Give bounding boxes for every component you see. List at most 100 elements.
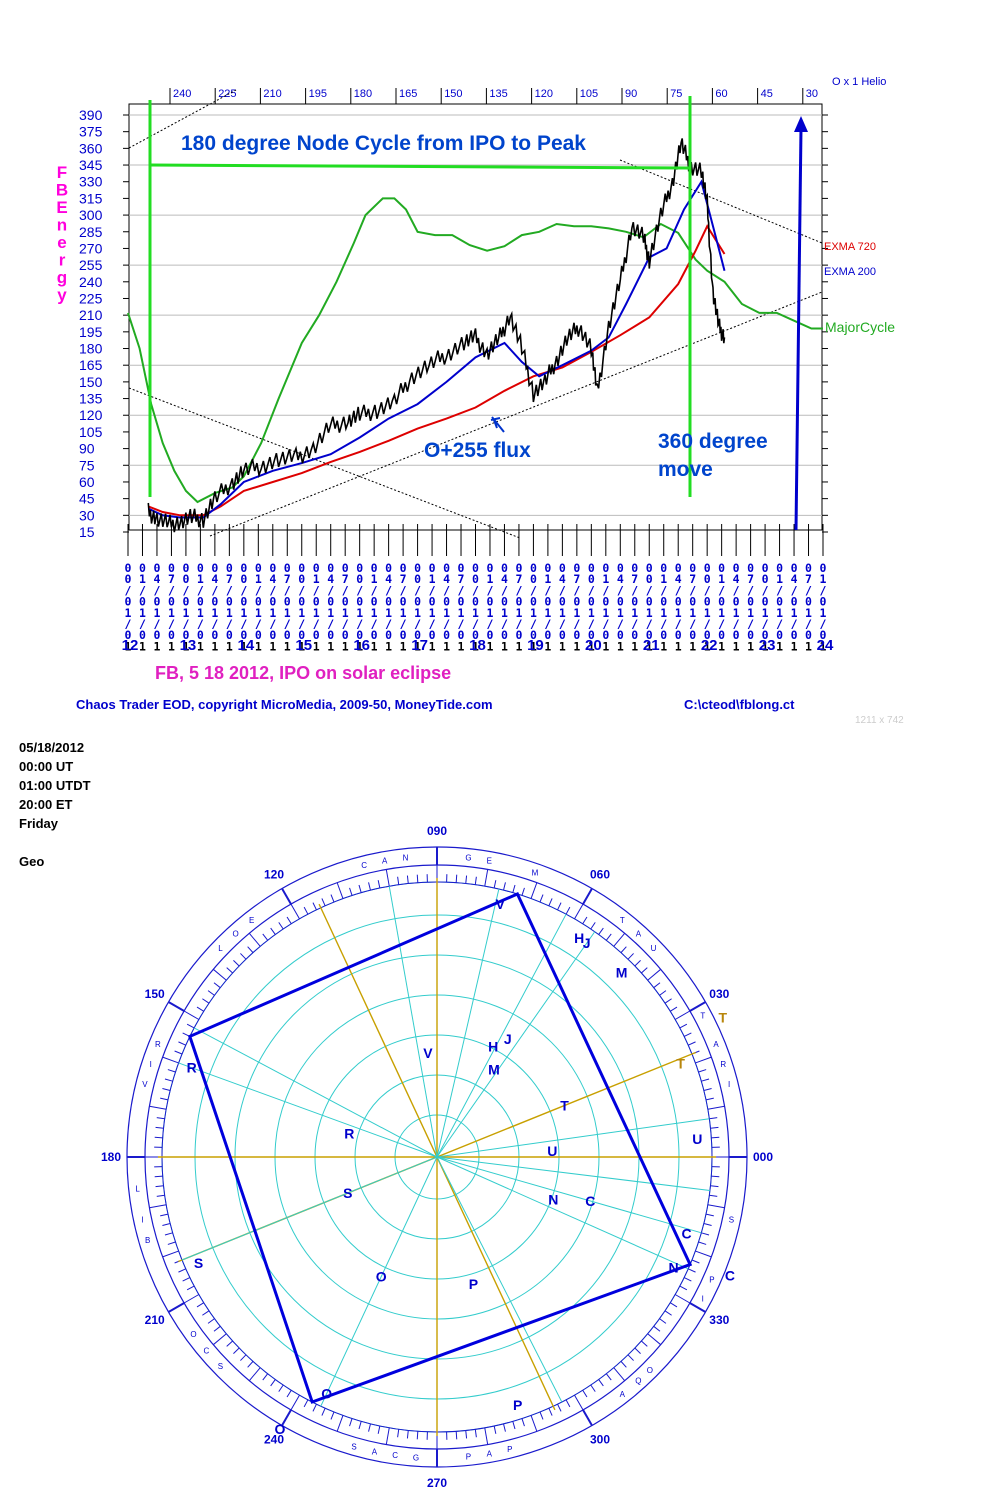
degree-tick xyxy=(149,1105,167,1110)
x-tick-digit: 7 xyxy=(226,572,233,586)
degree-tick xyxy=(688,1268,696,1273)
sign-letter: Q xyxy=(635,1377,641,1386)
sign-letter: O xyxy=(190,1330,196,1339)
degree-tick xyxy=(669,1006,678,1012)
x-tick-digit: / xyxy=(733,617,740,631)
top-tick-label: 120 xyxy=(535,88,553,100)
x-year-label: 12 xyxy=(122,637,139,654)
y-tick-label: 135 xyxy=(79,391,103,407)
outer-body-v: V xyxy=(495,896,505,912)
x-tick-digit: / xyxy=(776,583,783,597)
degree-tick xyxy=(183,1010,200,1020)
x-tick-digit: 0 xyxy=(646,595,653,609)
x-tick-digit: 0 xyxy=(153,561,160,575)
x-tick-digit: / xyxy=(458,617,465,631)
x-tick-digit: 0 xyxy=(689,628,696,642)
x-year-label: 23 xyxy=(759,637,776,654)
x-tick-digit: 1 xyxy=(385,606,392,620)
inner-body-t: T xyxy=(560,1097,569,1113)
x-tick-digit: 0 xyxy=(255,561,262,575)
inner-body-c: C xyxy=(585,1193,595,1209)
x-tick-digit: 0 xyxy=(458,561,465,575)
geo-info-block: 05/18/2012 00:00 UT 01:00 UTDT 20:00 ET … xyxy=(19,738,91,871)
x-tick-digit: / xyxy=(182,617,189,631)
x-tick-digit: 1 xyxy=(400,639,407,653)
sign-divider xyxy=(168,1001,185,1012)
degree-tick xyxy=(679,1285,688,1291)
degree-tick xyxy=(278,922,284,930)
degree-tick xyxy=(202,998,210,1004)
x-tick-digit: / xyxy=(617,583,624,597)
x-tick-digit: 0 xyxy=(327,561,334,575)
x-tick-digit: 0 xyxy=(284,561,291,575)
x-tick-digit: / xyxy=(182,583,189,597)
x-tick-digit: 1 xyxy=(298,606,305,620)
degree-tick xyxy=(202,1310,210,1316)
x-tick-digit: 1 xyxy=(342,606,349,620)
x-tick-digit: 1 xyxy=(284,606,291,620)
degree-tick xyxy=(212,968,227,981)
x-tick-digit: 1 xyxy=(327,639,334,653)
degree-tick xyxy=(416,874,419,883)
x-tick-digit: / xyxy=(255,583,262,597)
sign-letter: A xyxy=(487,1449,493,1458)
x-tick-digit: 0 xyxy=(747,561,754,575)
x-tick-digit: 7 xyxy=(342,572,349,586)
x-tick-digit: / xyxy=(385,617,392,631)
info-blank xyxy=(19,833,91,852)
degree-tick xyxy=(557,902,562,911)
x-tick-digit: 1 xyxy=(530,606,537,620)
series-line-exma-200 xyxy=(147,179,726,519)
x-tick-digit: 1 xyxy=(718,639,725,653)
degree-tick xyxy=(377,1425,381,1434)
x-tick-digit: 1 xyxy=(371,639,378,653)
x-tick-digit: 1 xyxy=(240,606,247,620)
x-tick-digit: 0 xyxy=(675,561,682,575)
x-tick-digit: / xyxy=(544,617,551,631)
x-tick-digit: 1 xyxy=(588,639,595,653)
top-tick-label: 60 xyxy=(715,88,727,100)
wheel-degree-label: 000 xyxy=(753,1150,773,1164)
x-tick-digit: 0 xyxy=(559,628,566,642)
sign-divider xyxy=(168,1302,185,1313)
x-tick-digit: 1 xyxy=(356,606,363,620)
x-tick-digit: / xyxy=(617,617,624,631)
x-tick-digit: 1 xyxy=(805,606,812,620)
sign-letter: E xyxy=(249,916,254,925)
wheel-degree-label: 090 xyxy=(427,824,447,838)
degree-tick xyxy=(178,1041,186,1046)
x-tick-digit: 1 xyxy=(429,572,436,586)
top-tick-label: 45 xyxy=(761,88,773,100)
y-tick-label: 30 xyxy=(79,507,95,523)
x-year-label: 20 xyxy=(585,637,602,654)
wheel-degree-label: 330 xyxy=(709,1313,729,1327)
wheel-degree-label: 150 xyxy=(145,987,165,1001)
x-tick-digit: / xyxy=(472,583,479,597)
degree-tick xyxy=(247,1361,254,1368)
x-tick-digit: 0 xyxy=(718,628,725,642)
degree-tick xyxy=(705,1213,714,1217)
x-tick-digit: / xyxy=(400,583,407,597)
x-tick-digit: 1 xyxy=(298,639,305,653)
x-tick-digit: 1 xyxy=(139,606,146,620)
degree-tick xyxy=(368,882,371,891)
x-tick-digit: 0 xyxy=(385,561,392,575)
x-tick-digit: 0 xyxy=(689,595,696,609)
x-tick-digit: 1 xyxy=(313,606,320,620)
x-tick-digit: 0 xyxy=(182,572,189,586)
x-tick-digit: 7 xyxy=(573,572,580,586)
info-utdt: 01:00 UTDT xyxy=(19,778,91,793)
outer-body-m: M xyxy=(616,964,628,980)
x-tick-digit: 0 xyxy=(588,572,595,586)
x-tick-digit: 0 xyxy=(733,561,740,575)
x-tick-digit: 1 xyxy=(660,606,667,620)
degree-tick xyxy=(613,1367,626,1382)
x-tick-digit: 0 xyxy=(530,595,537,609)
x-tick-digit: 0 xyxy=(269,628,276,642)
degree-tick xyxy=(312,902,317,911)
top-tick-label: 30 xyxy=(806,88,818,100)
degree-tick xyxy=(385,1427,390,1445)
footer-size: 1211 x 742 xyxy=(855,715,904,726)
degree-tick xyxy=(653,1325,661,1332)
x-tick-digit: 0 xyxy=(240,572,247,586)
